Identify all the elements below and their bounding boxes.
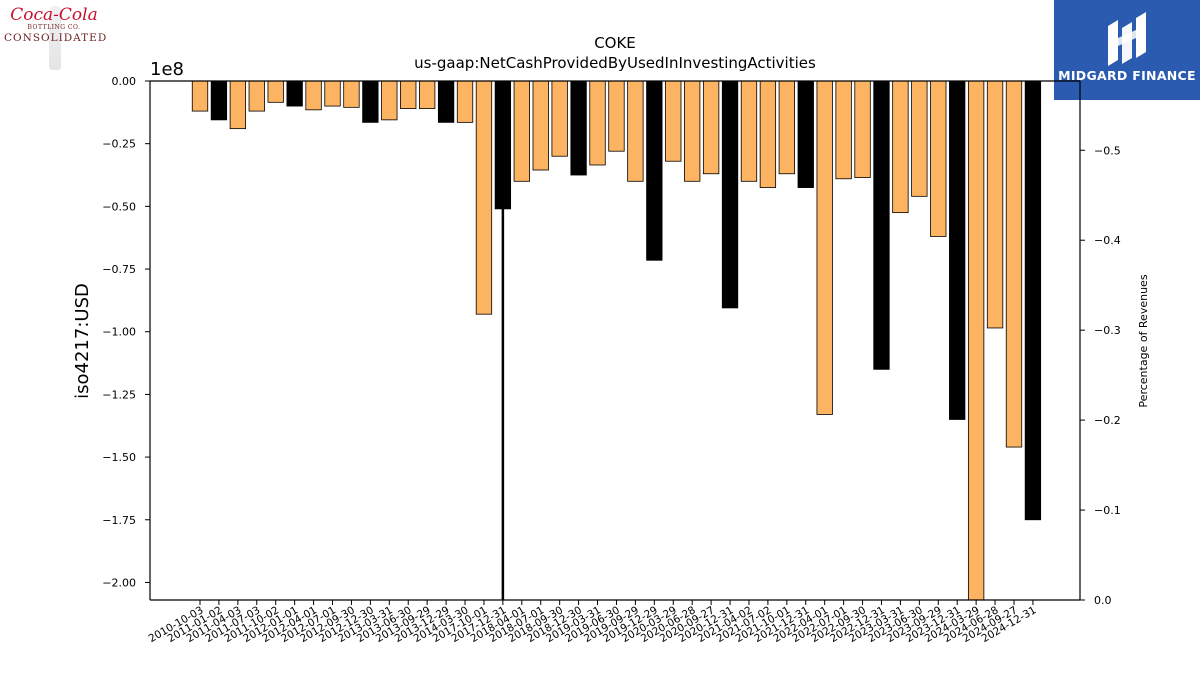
- bar: [797, 80, 814, 188]
- chart-title-metric: us-gaap:NetCashProvidedByUsedInInvesting…: [414, 54, 816, 72]
- bar: [419, 80, 436, 109]
- bar: [324, 80, 341, 107]
- bar: [892, 80, 909, 214]
- bar: [740, 80, 758, 182]
- y-tick-label: −0.75: [102, 263, 136, 276]
- bar: [400, 80, 417, 109]
- bar: [381, 80, 398, 121]
- y-tick-label: −1.50: [102, 451, 136, 464]
- midgard-finance-logo: MIDGARD FINANCE: [1054, 0, 1200, 100]
- bar: [343, 80, 360, 108]
- y-tick-label: −1.75: [102, 514, 136, 527]
- bar: [1024, 80, 1042, 521]
- bar: [949, 80, 966, 420]
- axes-group: 2010-10-032011-01-022011-04-032011-07-03…: [102, 75, 1120, 645]
- bar: [967, 80, 985, 601]
- bar: [665, 80, 682, 162]
- y2-axis-label: Percentage of Revenues: [1137, 274, 1150, 407]
- bar: [627, 80, 644, 182]
- y2-tick-label: −0.3: [1094, 324, 1121, 337]
- bar: [835, 80, 852, 180]
- y2-tick-label: −0.5: [1094, 144, 1121, 157]
- y-axis-label: iso4217:USD: [72, 283, 93, 399]
- chart-title-ticker: COKE: [594, 34, 636, 52]
- bar: [1005, 80, 1023, 448]
- bar: [778, 80, 795, 175]
- bar: [589, 80, 606, 166]
- bar: [456, 80, 474, 123]
- bar: [494, 80, 512, 210]
- bar: [229, 80, 247, 130]
- y2-tick-label: −0.4: [1094, 234, 1121, 247]
- bar: [267, 80, 284, 103]
- bar: [362, 80, 379, 123]
- logo-right-text: MIDGARD FINANCE: [1058, 68, 1196, 83]
- bar: [854, 80, 871, 178]
- y2-tick-label: −0.2: [1094, 414, 1121, 427]
- bars-group: [191, 80, 1042, 601]
- bar: [248, 80, 265, 112]
- y2-tick-label: −0.1: [1094, 504, 1121, 517]
- coca-cola-consolidated-logo: Coca-Cola BOTTLING CO. CONSOLIDATED: [4, 4, 108, 70]
- logo-left-script: Coca-Cola: [10, 5, 98, 25]
- y-tick-label: −0.25: [102, 138, 136, 151]
- bar: [305, 80, 322, 111]
- bar: [646, 80, 663, 261]
- y-tick-label: −1.00: [102, 326, 136, 339]
- bar: [475, 80, 493, 315]
- y-tick-label: −2.00: [102, 576, 136, 589]
- bar: [437, 80, 455, 123]
- bar: [210, 80, 228, 121]
- bar: [684, 80, 701, 182]
- logo-left-name: CONSOLIDATED: [4, 32, 108, 44]
- bar: [608, 80, 625, 152]
- bar: [513, 80, 530, 182]
- logo-left-sub: BOTTLING CO.: [27, 24, 81, 31]
- bar: [986, 80, 1004, 329]
- bar: [911, 80, 928, 197]
- bar: [570, 80, 587, 176]
- bar: [930, 80, 947, 237]
- bar: [759, 80, 777, 188]
- midgard-mark-icon: [1108, 12, 1146, 66]
- y-tick-label: −1.25: [102, 388, 136, 401]
- y-tick-label: 0.00: [112, 75, 137, 88]
- bar: [551, 80, 568, 157]
- y-scale-label: 1e8: [150, 59, 184, 80]
- y2-tick-label: 0.0: [1094, 594, 1112, 607]
- bar: [702, 80, 720, 175]
- y-tick-label: −0.50: [102, 200, 136, 213]
- bar: [286, 80, 303, 107]
- bar: [532, 80, 549, 171]
- bar: [721, 80, 739, 309]
- bar: [816, 80, 833, 415]
- bar: [191, 80, 209, 112]
- bar: [873, 80, 890, 370]
